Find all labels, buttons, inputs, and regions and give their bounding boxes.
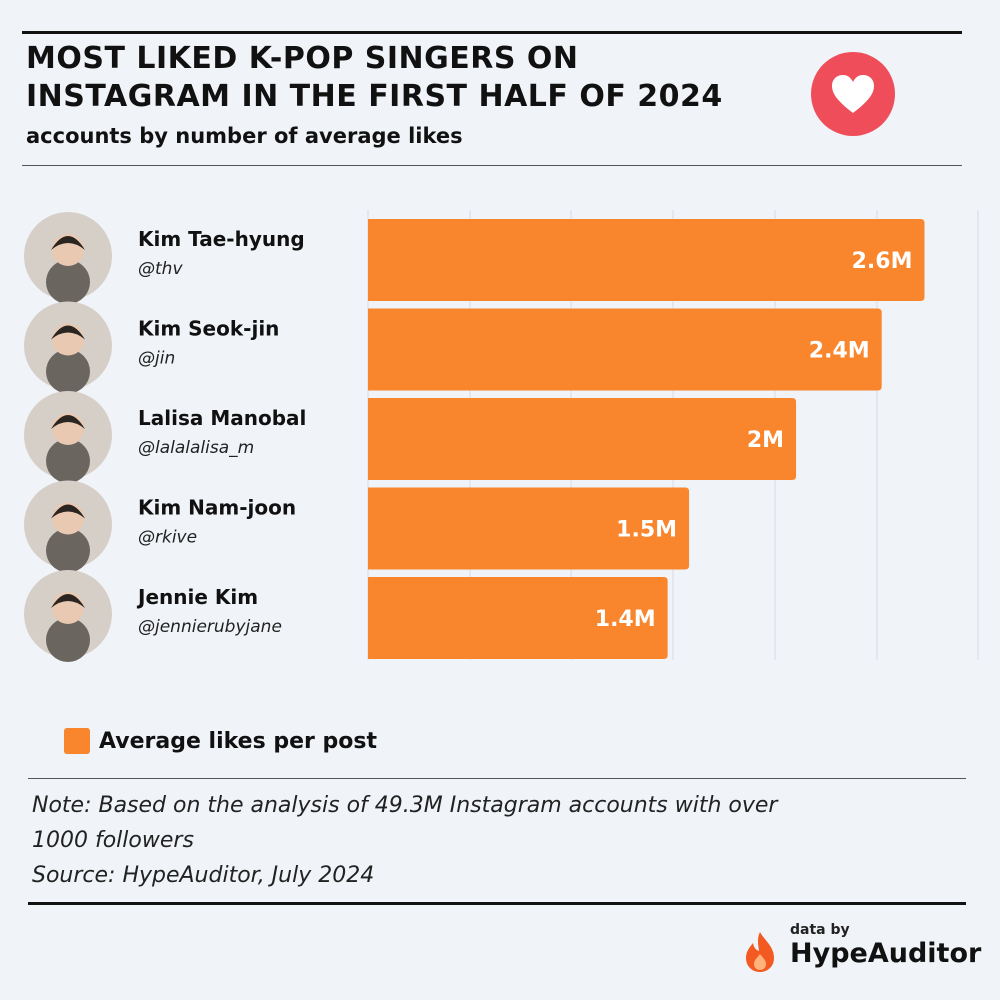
data-label: 2.6M <box>852 249 913 274</box>
instagram-handle: @lalalalisa_m <box>138 438 254 458</box>
legend-swatch <box>64 728 90 754</box>
heart-icon <box>811 52 895 136</box>
bar-chart: Kim Tae-hyung @thv 2.6M Kim Seok-jin @jin 2.4… <box>24 210 979 662</box>
data-label: 2.4M <box>809 339 870 364</box>
note-line-1: Note: Based on the analysis of 49.3M Ins… <box>32 793 778 818</box>
avatar-hair <box>51 594 85 608</box>
avatar-hair <box>51 504 85 519</box>
avatar-shoulders <box>46 349 90 394</box>
bar <box>368 577 668 659</box>
bar <box>368 487 690 570</box>
bar <box>368 308 882 391</box>
instagram-handle: @rkive <box>138 528 197 548</box>
note-block: Note: Based on the analysis of 49.3M Ins… <box>32 788 932 893</box>
heart-icon-glyph <box>832 75 874 113</box>
avatar-hair <box>51 415 85 429</box>
bar <box>368 398 797 480</box>
brand-by-label: data by <box>790 922 850 938</box>
avatar-shoulders <box>46 260 90 304</box>
instagram-handle: @jin <box>138 349 175 369</box>
avatar-hair <box>51 325 85 340</box>
data-label: 1.4M <box>595 607 656 632</box>
instagram-handle: @jennierubyjane <box>138 617 282 637</box>
top-rule <box>22 31 962 34</box>
avatar <box>24 570 112 662</box>
avatar <box>24 301 112 394</box>
data-label: 1.5M <box>616 518 677 543</box>
legend: Average likes per post <box>64 728 377 754</box>
avatar-shoulders <box>46 618 90 662</box>
chart-subtitle: accounts by number of average likes <box>26 124 463 148</box>
chart-title: MOST LIKED K-POP SINGERS ON INSTAGRAM IN… <box>26 41 723 114</box>
avatar-shoulders <box>46 528 90 573</box>
avatar-shoulders <box>46 439 90 483</box>
source-line: Source: HypeAuditor, July 2024 <box>32 863 375 888</box>
avatar <box>24 391 112 483</box>
header-divider <box>22 165 962 166</box>
note-divider <box>28 778 966 779</box>
avatar <box>24 480 112 573</box>
flame-icon <box>746 932 774 972</box>
avatar <box>24 212 112 304</box>
singer-name: Kim Tae-hyung <box>138 227 305 251</box>
bar <box>368 219 925 301</box>
brand-name: HypeAuditor <box>790 938 982 969</box>
note-line-2: 1000 followers <box>32 828 194 853</box>
bottom-rule <box>28 902 966 905</box>
singer-name: Lalisa Manobal <box>138 406 306 430</box>
singer-name: Kim Seok-jin <box>138 317 279 341</box>
singer-name: Kim Nam-joon <box>138 496 296 520</box>
legend-label: Average likes per post <box>99 728 377 754</box>
singer-name: Jennie Kim <box>136 585 258 609</box>
avatar-hair <box>51 236 85 250</box>
data-label: 2M <box>747 428 784 453</box>
instagram-handle: @thv <box>138 259 183 279</box>
